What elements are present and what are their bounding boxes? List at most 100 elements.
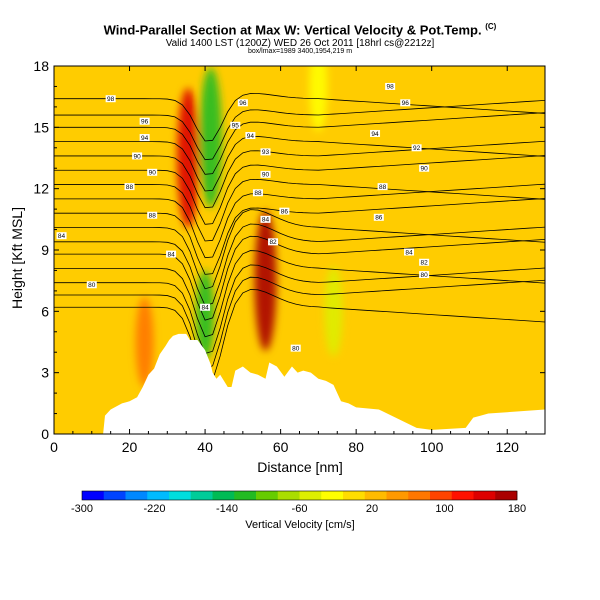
contour-label-bg: [237, 99, 248, 107]
colorbar-tick-label: -140: [216, 503, 238, 515]
colorbar-swatch: [82, 491, 105, 500]
theta-contour: [54, 223, 545, 306]
contour-label: 95: [232, 123, 240, 130]
contour-label: 88: [126, 184, 134, 191]
colorbar-swatch: [125, 491, 148, 500]
colorbar-swatch: [147, 491, 170, 500]
vv-feature-6: [135, 297, 154, 387]
colorbar-swatch: [103, 491, 126, 500]
colorbar-tick-label: 100: [435, 503, 453, 515]
x-tick-label: 120: [496, 439, 520, 455]
x-axis-label: Distance [nm]: [257, 459, 343, 475]
colorbar-tick-label: -220: [143, 503, 165, 515]
contour-label: 88: [379, 184, 387, 191]
contour-label-bg: [124, 183, 135, 191]
colorbar-swatch: [234, 491, 257, 500]
contour-label-bg: [279, 207, 290, 215]
y-tick-label: 0: [41, 426, 49, 442]
y-tick-label: 6: [41, 303, 49, 319]
contour-label-bg: [139, 117, 150, 125]
y-tick-label: 9: [41, 242, 49, 258]
contour-label-bg: [166, 250, 177, 258]
contour-label: 90: [421, 166, 429, 173]
chart-subtitle-2: box/lmax=1989 3400,1954,219 m: [247, 48, 353, 55]
contour-label-bg: [370, 129, 381, 137]
vv-feature-5: [309, 66, 328, 132]
theta-contour: [54, 155, 545, 225]
contour-label-bg: [373, 213, 384, 221]
colorbar-label: Vertical Velocity [cm/s]: [245, 519, 355, 531]
contour-label-bg: [139, 134, 150, 142]
colorbar-swatch: [256, 491, 279, 500]
contour-label-bg: [260, 215, 271, 223]
contour-label-bg: [252, 189, 263, 197]
contour-label-bg: [147, 211, 158, 219]
contour-label-bg: [260, 148, 271, 156]
contour-label: 86: [281, 208, 289, 215]
contour-label: 86: [375, 215, 383, 222]
contour-label: 98: [387, 84, 395, 91]
colorbar-swatch: [430, 491, 453, 500]
contour-label: 90: [262, 172, 270, 179]
contour-label: 80: [292, 345, 300, 352]
contour-label-bg: [419, 271, 430, 279]
contour-label: 88: [149, 213, 157, 220]
theta-contour: [54, 250, 545, 338]
contour-label-bg: [404, 248, 415, 256]
colorbar-tick-label: -60: [292, 503, 308, 515]
vv-feature-4: [324, 266, 343, 357]
contour-label: 96: [141, 119, 149, 126]
theta-contour: [54, 289, 545, 384]
x-tick-label: 100: [420, 439, 444, 455]
contour-label-bg: [260, 170, 271, 178]
contour-label-bg: [147, 168, 158, 176]
contour-label: 82: [421, 260, 429, 267]
contour-label: 96: [402, 100, 410, 107]
contour-label-bg: [385, 82, 396, 90]
theta-contour: [54, 183, 545, 259]
colorbar-swatch: [451, 491, 474, 500]
colorbar-tick-label: 180: [508, 503, 526, 515]
contour-label: 93: [262, 149, 270, 156]
theta-contour: [54, 178, 545, 242]
contour-label-bg: [377, 183, 388, 191]
contour-label-bg: [419, 258, 430, 266]
contour-label: 92: [413, 145, 421, 152]
theta-contour: [54, 198, 545, 275]
contour-label: 98: [107, 96, 115, 103]
contour-label: 96: [239, 100, 247, 107]
colorbar-swatch: [495, 491, 518, 500]
contour-label: 90: [133, 153, 141, 160]
theta-contour: [54, 93, 545, 142]
x-tick-label: 80: [348, 439, 364, 455]
y-tick-label: 3: [41, 365, 49, 381]
contour-label-bg: [411, 144, 422, 152]
contour-label: 94: [247, 133, 255, 140]
contour-label-bg: [200, 303, 211, 311]
colorbar-swatch: [190, 491, 213, 500]
chart-title: Wind-Parallel Section at Max W: Vertical…: [103, 22, 497, 38]
contour-label: 84: [262, 217, 270, 224]
contour-label: 94: [141, 135, 149, 142]
contour-label: 88: [254, 190, 262, 197]
vv-feature-1: [199, 67, 222, 208]
contour-label-bg: [290, 344, 301, 352]
contour-label-bg: [400, 99, 411, 107]
theta-contour: [54, 276, 545, 369]
y-axis-label: Height [Kft MSL]: [9, 207, 25, 309]
contour-label-bg: [419, 164, 430, 172]
x-tick-label: 40: [197, 439, 213, 455]
x-tick-label: 20: [122, 439, 138, 455]
theta-contour: [54, 136, 545, 192]
theta-contour: [54, 209, 545, 290]
y-tick-label: 15: [33, 119, 49, 135]
contour-label: 90: [149, 170, 157, 177]
contour-label-bg: [56, 232, 67, 240]
x-tick-label: 0: [50, 439, 58, 455]
colorbar-swatch: [169, 491, 192, 500]
contour-label: 84: [405, 249, 413, 256]
chart-subtitle: Valid 1400 LST (1200Z) WED 26 Oct 2011 […: [165, 38, 435, 49]
colorbar-swatch: [386, 491, 409, 500]
y-tick-label: 18: [33, 58, 49, 74]
